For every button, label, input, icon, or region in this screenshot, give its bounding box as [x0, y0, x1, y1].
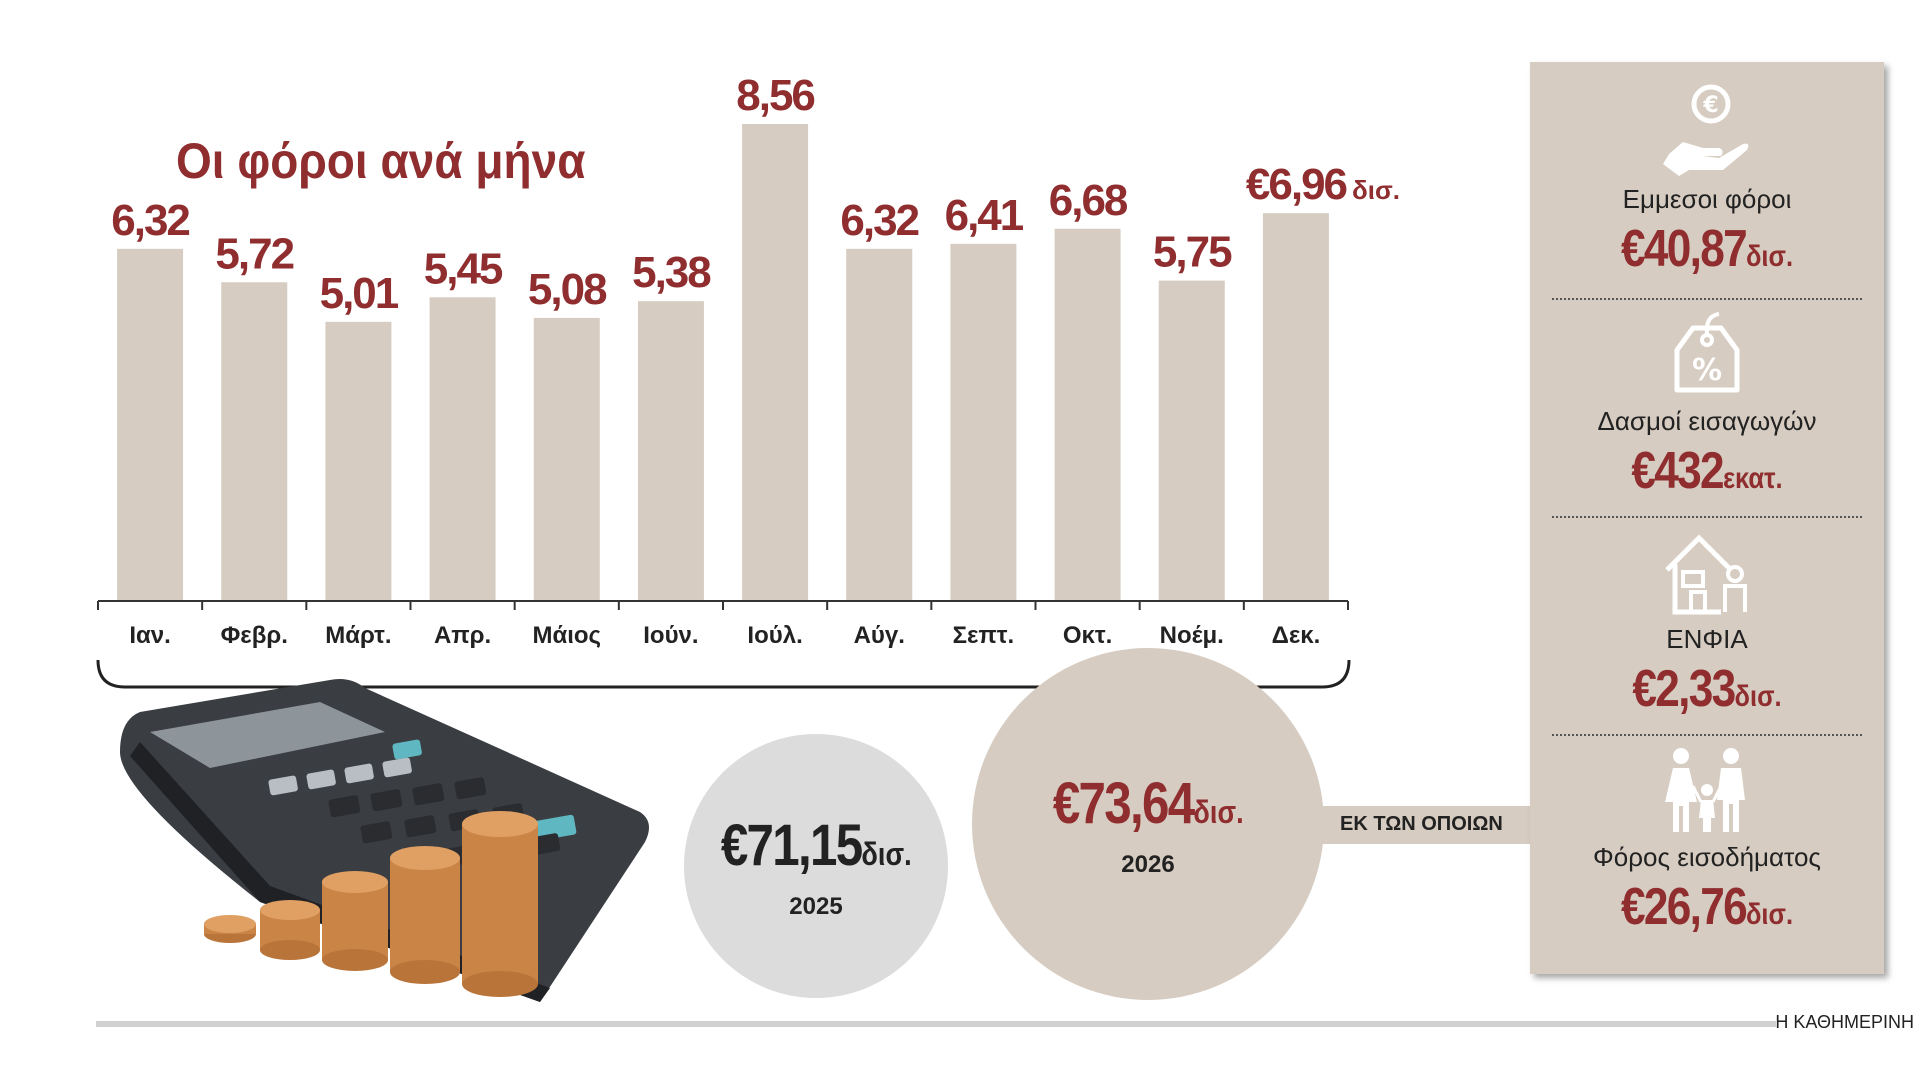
category-label: Φεβρ.: [221, 622, 288, 649]
category-label: Μάιος: [532, 622, 601, 649]
bar-value-label: 5,38: [632, 248, 711, 297]
category-label: Νοέμ.: [1160, 622, 1224, 649]
category-label: Δεκ.: [1272, 622, 1321, 649]
breakdown-panel: € Εμμεσοι φόροι €40,87δισ. % Δασμοί εισα…: [1530, 62, 1884, 974]
price-tag-percent-icon: %: [1674, 312, 1740, 393]
bar-7: [742, 124, 809, 601]
bar-8: [846, 248, 913, 601]
svg-text:€: €: [1702, 93, 1718, 118]
total-2026-amount: €73,64δισ.: [1052, 770, 1244, 836]
house-person-icon: [1665, 534, 1747, 615]
calculator-display: [150, 702, 385, 768]
total-2025-bubble: €71,15δισ. 2025: [684, 734, 948, 998]
breakdown-unit: δισ.: [1745, 240, 1794, 273]
breakdown-item-enfia: ΕΝΦΙΑ €2,33δισ.: [1530, 528, 1884, 719]
breakdown-amount: €40,87δισ.: [1620, 220, 1794, 278]
category-label: Μάρτ.: [325, 622, 391, 649]
breakdown-unit: εκατ.: [1722, 462, 1783, 495]
breakdown-item-income-tax: Φόρος εισοδήματος €26,76δισ.: [1530, 746, 1884, 937]
category-label: Ιούλ.: [747, 622, 802, 649]
breakdown-item-customs: % Δασμοί εισαγωγών €432εκατ.: [1530, 310, 1884, 501]
bar-4: [429, 297, 496, 601]
bar-1: [117, 248, 184, 601]
breakdown-label: Δασμοί εισαγωγών: [1597, 406, 1817, 436]
total-2025-unit: δισ.: [861, 835, 912, 872]
total-2025-year: 2025: [789, 892, 843, 920]
hand-euro-icon: €: [1663, 84, 1749, 176]
breakdown-item-indirect-taxes: € Εμμεσοι φόροι €40,87δισ.: [1530, 82, 1884, 279]
bar-5: [533, 317, 600, 601]
breakdown-unit: δισ.: [1734, 680, 1782, 713]
footer-brand: Η ΚΑΘΗΜΕΡΙΝΗ: [1775, 1012, 1914, 1032]
total-2026-bubble: €73,64δισ. 2026: [972, 648, 1324, 1000]
divider: [1552, 298, 1862, 300]
bar-6: [637, 301, 704, 601]
bar-10: [1054, 228, 1121, 601]
breakdown-label: ΕΝΦΙΑ: [1666, 624, 1748, 654]
bar-value-label: 5,72: [215, 229, 293, 278]
bar-2: [221, 282, 288, 601]
breakdown-amount: €2,33δισ.: [1632, 660, 1782, 718]
breakdown-label: Εμμεσοι φόροι: [1622, 184, 1792, 214]
bar-value-label: 6,41: [945, 191, 1024, 240]
category-label: Ιούν.: [643, 622, 698, 649]
divider: [1552, 734, 1862, 736]
bar-value-label: 6,68: [1049, 176, 1128, 225]
bar-value-label: 5,45: [424, 244, 503, 293]
bar-11: [1158, 280, 1225, 601]
breakdown-label: Φόρος εισοδήματος: [1593, 842, 1821, 872]
bar-value-label: 5,08: [528, 265, 607, 314]
category-label: Οκτ.: [1063, 622, 1112, 649]
bar-value-label: 8,56: [736, 71, 814, 120]
bar-value-label: 6,32: [111, 196, 189, 245]
category-label: Αύγ.: [854, 622, 905, 649]
chart-title: Οι φόροι ανά μήνα: [176, 133, 586, 189]
bar-value-label: 5,01: [320, 269, 399, 318]
bar-value-label: €6,96 δισ.: [1246, 160, 1400, 209]
connector-band: [1322, 806, 1532, 844]
bar-12: [1262, 213, 1329, 601]
footer-rule: [96, 1021, 1776, 1027]
divider: [1552, 516, 1862, 518]
category-label: Απρ.: [434, 622, 491, 649]
total-2026-unit: δισ.: [1193, 793, 1244, 830]
breakdown-amount: €26,76δισ.: [1620, 878, 1794, 936]
category-label: Ιαν.: [129, 622, 170, 649]
breakdown-unit: δισ.: [1745, 898, 1794, 931]
calculator-coins-illustration: [120, 679, 649, 1002]
total-2025-amount: €71,15δισ.: [720, 812, 912, 878]
connector-label: ΕΚ ΤΩΝ ΟΠΟΙΩΝ: [1340, 813, 1503, 835]
family-icon: [1665, 748, 1745, 832]
bar-value-label: 5,75: [1153, 228, 1232, 277]
category-label: Σεπτ.: [953, 622, 1015, 649]
bar-3: [325, 321, 392, 601]
bar-9: [950, 243, 1017, 601]
breakdown-amount: €432εκατ.: [1631, 442, 1783, 500]
svg-text:%: %: [1692, 353, 1722, 388]
bar-value-label: 6,32: [840, 196, 918, 245]
total-2026-year: 2026: [1121, 850, 1175, 878]
coin-stacks: [204, 811, 538, 997]
